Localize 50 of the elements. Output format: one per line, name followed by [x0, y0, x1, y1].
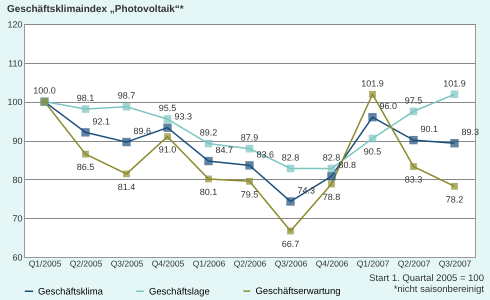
data-label: 79.5: [240, 189, 258, 200]
data-label: 91.0: [158, 144, 176, 155]
data-label: 80.1: [200, 186, 218, 197]
data-label: 96.0: [380, 101, 398, 112]
data-label: 93.3: [174, 112, 192, 122]
x-tick-label: Q2/2007: [398, 258, 431, 268]
y-tick-label: 70: [12, 214, 22, 224]
data-label: 87.9: [240, 132, 258, 143]
text: *nicht saisonbereinigt: [392, 284, 484, 295]
data-label: 81.4: [118, 182, 136, 192]
y-tick-label: 100: [7, 97, 22, 108]
y-tick-label: 110: [8, 58, 22, 68]
x-tick-label: Q1/2006: [192, 258, 226, 268]
data-label: 84.7: [216, 145, 234, 156]
y-tick-label: 60: [12, 252, 22, 262]
legend-label: Geschäftsklima: [38, 286, 104, 298]
y-tick-label: 90: [12, 136, 22, 146]
legend-label: Geschäftslage: [149, 286, 210, 298]
legend-label: Geschäftserwartung: [256, 286, 341, 298]
x-tick-label: Q3/2005: [110, 258, 144, 268]
x-tick-label: Q1/2005: [28, 258, 62, 268]
data-label: 86.5: [76, 162, 94, 172]
x-tick-label: Q3/2006: [274, 258, 308, 268]
y-tick-label: 120: [7, 20, 22, 30]
data-label: 90.5: [364, 146, 382, 157]
data-label: 78.8: [322, 192, 340, 202]
data-label: 92.1: [92, 116, 110, 126]
y-tick-label: 80: [12, 174, 22, 185]
data-label: 100.0: [33, 86, 56, 96]
x-tick-label: Q4/2006: [316, 258, 349, 268]
data-label: 98.1: [76, 93, 94, 104]
data-label: 82.8: [322, 152, 340, 162]
x-tick-label: Q2/2006: [234, 258, 267, 268]
data-label: 89.3: [462, 127, 480, 138]
data-label: 82.8: [282, 152, 300, 162]
x-tick-label: Q4/2005: [152, 258, 185, 268]
data-label: 78.2: [446, 194, 464, 204]
data-label: 66.7: [282, 238, 300, 249]
data-label: 89.6: [134, 126, 152, 136]
chart-title: Geschäftsklimaindex „Photovoltaik“*: [6, 4, 184, 15]
data-label: 89.2: [200, 128, 218, 138]
data-label: 101.9: [443, 78, 466, 88]
data-label: 101.9: [361, 78, 384, 88]
x-tick-label: Q3/2007: [438, 258, 472, 268]
data-label: 95.5: [158, 103, 176, 114]
text: Start 1. Quartal 2005 = 100: [369, 273, 484, 284]
data-label: 90.1: [420, 124, 438, 134]
data-label: 98.7: [118, 90, 136, 101]
x-tick-label: Q1/2007: [356, 258, 390, 268]
x-tick-label: Q2/2005: [70, 258, 103, 268]
